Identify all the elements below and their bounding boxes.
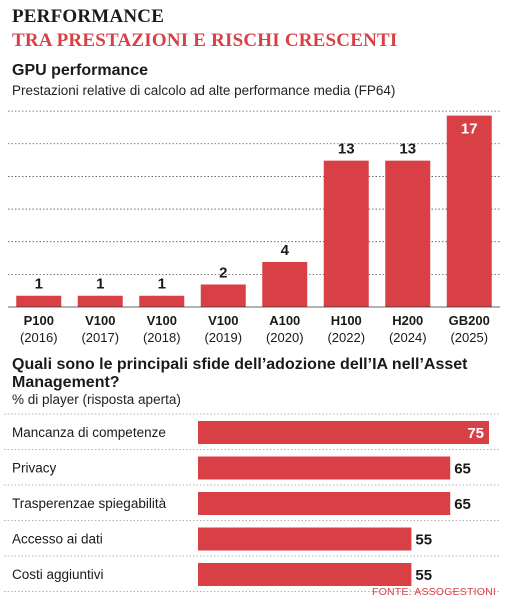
bar-value-label: 65 [454, 496, 471, 513]
x-tick-year: (2020) [266, 330, 304, 345]
bar [262, 261, 308, 307]
bar-value-label: 4 [281, 242, 290, 259]
bar-value-label: 1 [158, 276, 166, 293]
category-label: Mancanza di competenze [12, 425, 166, 440]
x-tick-year: (2025) [450, 330, 488, 345]
category-label: Privacy [12, 461, 57, 476]
bar-value-label: 13 [338, 141, 355, 158]
bar [198, 456, 451, 480]
bar [16, 295, 62, 307]
category-label: Trasperenzae spiegabilità [12, 496, 167, 511]
bar [139, 295, 185, 307]
x-tick-year: (2024) [389, 330, 427, 345]
bar [446, 115, 492, 307]
x-tick-year: (2019) [204, 330, 242, 345]
bar-value-label: 2 [219, 264, 227, 281]
x-tick-label: V100 [147, 313, 177, 328]
chart1-title: GPU performance [12, 62, 149, 79]
chart2-title: Quali sono le principali sfide dell’adoz… [12, 356, 468, 391]
bar [198, 563, 412, 586]
bar-value-label: 55 [415, 567, 432, 584]
kicker: PERFORMANCE [12, 6, 165, 27]
bar [198, 421, 489, 444]
bar [198, 492, 451, 515]
category-label: Costi aggiuntivi [12, 567, 104, 582]
x-tick-label: GB200 [449, 313, 490, 328]
bar-value-label: 17 [461, 121, 478, 138]
x-tick-year: (2016) [20, 330, 58, 345]
gpu-performance-chart: 1 P100 (2016) 1 V100 (2017) 1 V100 (2018) 2 V100 (2… [8, 110, 500, 345]
x-tick-label: V100 [208, 313, 238, 328]
source-note: FONTE: ASSOGESTIONI [372, 586, 496, 598]
bar [200, 284, 246, 307]
headline: TRA PRESTAZIONI E RISCHI CRESCENTI [12, 30, 398, 51]
x-tick-label: P100 [24, 313, 54, 328]
bar-value-label: 65 [454, 461, 471, 478]
chart1-subtitle: Prestazioni relative di calcolo ad alte … [12, 83, 396, 98]
bar-value-label: 75 [467, 425, 484, 442]
bar-value-label: 55 [415, 532, 432, 549]
x-tick-label: V100 [85, 313, 115, 328]
category-label: Accesso ai dati [12, 532, 103, 547]
x-tick-year: (2017) [81, 330, 119, 345]
bar [323, 160, 369, 307]
chart2-subtitle: % di player (risposta aperta) [12, 392, 181, 407]
x-tick-label: H100 [331, 313, 362, 328]
x-tick-year: (2018) [143, 330, 181, 345]
bar [385, 160, 431, 307]
x-tick-year: (2022) [327, 330, 365, 345]
bar [198, 527, 412, 551]
bar-value-label: 1 [35, 276, 43, 293]
bar-value-label: 13 [399, 141, 416, 158]
x-tick-label: A100 [269, 313, 300, 328]
x-tick-label: H200 [392, 313, 423, 328]
bar [77, 295, 123, 307]
bar-value-label: 1 [96, 276, 104, 293]
